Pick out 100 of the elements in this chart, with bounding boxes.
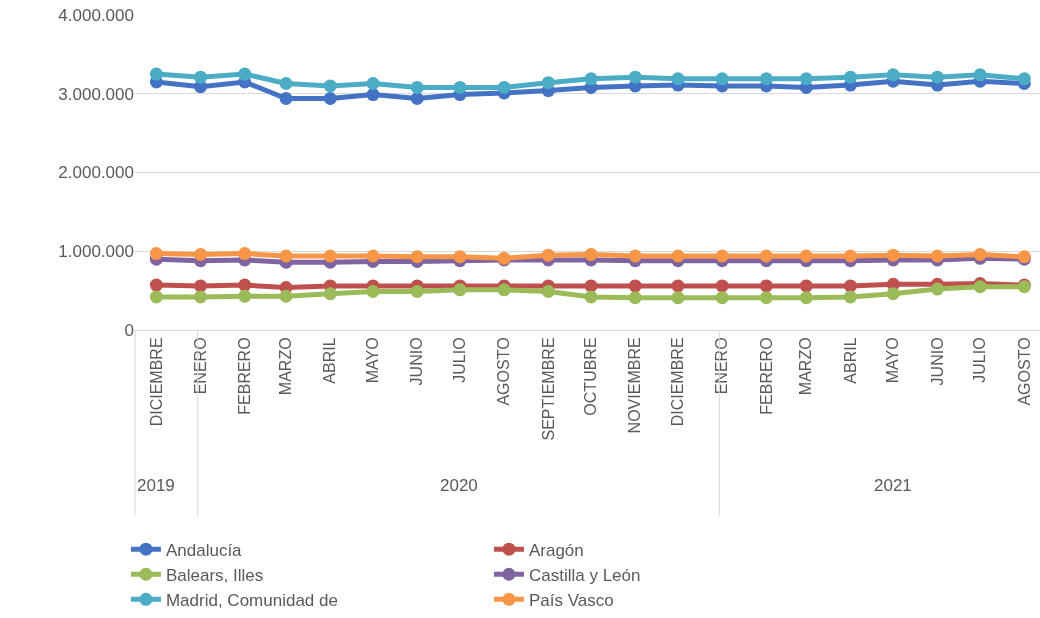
point <box>541 76 555 90</box>
point <box>671 291 685 305</box>
text: 2021 <box>874 476 912 495</box>
point <box>279 289 293 303</box>
x-tick-label: JUNIO <box>928 337 946 386</box>
x-tick-label: SEPTIEMBRE <box>539 337 557 441</box>
point <box>799 291 813 305</box>
point <box>149 278 163 292</box>
point <box>628 70 642 84</box>
point <box>759 72 773 86</box>
point <box>323 287 337 301</box>
point <box>759 249 773 263</box>
x-tick-label: ENERO <box>713 337 731 395</box>
x-tick-label: AGOSTO <box>495 337 513 406</box>
point <box>584 279 598 293</box>
point <box>973 247 987 261</box>
point <box>149 290 163 304</box>
point <box>843 279 857 293</box>
point <box>366 284 380 298</box>
x-tick-label: ABRIL <box>841 337 859 384</box>
x-tick-label: FEBRERO <box>235 337 253 415</box>
point <box>886 287 900 301</box>
point <box>497 80 511 94</box>
point <box>628 279 642 293</box>
legend-label: Aragón <box>528 540 584 560</box>
point <box>238 278 252 292</box>
y-tick-label: 0 <box>124 320 134 340</box>
point <box>584 247 598 261</box>
point <box>323 91 337 105</box>
x-tick-label: ABRIL <box>321 337 339 384</box>
point <box>323 249 337 263</box>
point <box>715 249 729 263</box>
point <box>843 70 857 84</box>
x-tick-label: JULIO <box>451 337 469 383</box>
point <box>279 77 293 90</box>
point <box>453 283 467 297</box>
point <box>541 248 555 262</box>
x-tick-label: MARZO <box>277 337 295 396</box>
point <box>715 291 729 305</box>
point <box>584 72 598 86</box>
point <box>843 290 857 304</box>
point <box>715 279 729 293</box>
point <box>238 289 252 303</box>
point <box>671 249 685 263</box>
x-tick-label: JULIO <box>971 337 989 383</box>
legend-label: Castilla y León <box>528 565 641 585</box>
point <box>366 77 380 90</box>
point <box>410 91 424 105</box>
point <box>671 72 685 86</box>
y-tick-label: 1.000.000 <box>58 242 134 262</box>
point <box>453 80 467 94</box>
point <box>238 67 252 81</box>
point <box>194 70 208 84</box>
y-tick-label: 3.000.000 <box>58 84 134 104</box>
point <box>973 68 987 82</box>
legend-label: Madrid, Comunidad de <box>165 590 338 610</box>
x-tick-label: MAYO <box>364 337 382 384</box>
point <box>238 247 252 261</box>
legend-label: Balears, Illes <box>165 565 264 585</box>
point <box>410 250 424 264</box>
point <box>410 284 424 298</box>
point <box>497 283 511 297</box>
point <box>930 70 944 84</box>
x-tick-label: OCTUBRE <box>582 337 600 416</box>
x-tick-label: NOVIEMBRE <box>626 337 644 434</box>
point <box>453 250 467 264</box>
point <box>366 88 380 102</box>
point <box>628 291 642 305</box>
point <box>930 249 944 263</box>
point <box>584 290 598 304</box>
y-tick-label: 2.000.000 <box>58 163 134 183</box>
point <box>628 249 642 263</box>
point <box>410 80 424 94</box>
point <box>279 249 293 263</box>
point <box>886 68 900 82</box>
point <box>759 279 773 293</box>
point <box>930 282 944 296</box>
point <box>799 279 813 293</box>
legend-label: Andalucía <box>165 540 243 560</box>
point <box>323 79 337 93</box>
point <box>194 290 208 304</box>
point <box>194 247 208 261</box>
y-tick-label: 4.000.000 <box>58 5 134 25</box>
point <box>366 249 380 263</box>
point <box>149 67 163 81</box>
point <box>759 291 773 305</box>
text: 2020 <box>440 476 478 495</box>
point <box>799 72 813 86</box>
point <box>671 279 685 293</box>
point <box>1017 72 1031 86</box>
point <box>541 284 555 298</box>
x-tick-label: FEBRERO <box>757 337 775 415</box>
point <box>886 248 900 262</box>
x-tick-label: AGOSTO <box>1015 337 1033 406</box>
point <box>149 247 163 261</box>
point <box>279 91 293 105</box>
point <box>715 72 729 86</box>
text: 2019 <box>137 476 175 495</box>
x-tick-label: DICIEMBRE <box>147 337 165 427</box>
point <box>194 279 208 293</box>
